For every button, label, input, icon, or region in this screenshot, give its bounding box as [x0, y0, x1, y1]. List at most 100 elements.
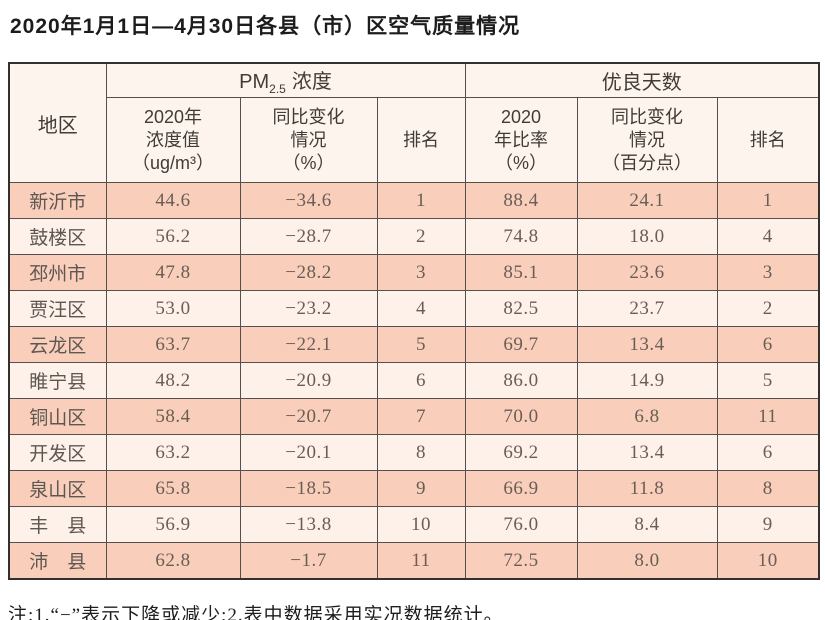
pm-value-cell: 62.8	[105, 542, 241, 580]
region-cell: 开发区	[8, 434, 107, 471]
pm25-label-subscript: 2.5	[269, 82, 286, 96]
pm-change-cell: −20.7	[239, 398, 378, 435]
good-rate-cell: 74.8	[464, 218, 578, 255]
good-rate-cell: 86.0	[464, 362, 578, 399]
table-row: 鼓楼区 56.2 −28.7 2 74.8 18.0 4	[8, 218, 820, 255]
pm-change-cell: −1.7	[239, 542, 378, 580]
pm-change-cell: −20.1	[239, 434, 378, 471]
good-rank-cell: 2	[716, 290, 820, 327]
column-header-pm-value: 2020年 浓度值 （ug/m³）	[105, 97, 241, 183]
good-rank-cell: 4	[716, 218, 820, 255]
header-line: 年比率	[494, 129, 549, 150]
header-line: 排名	[403, 129, 440, 150]
pm-rank-cell: 5	[376, 326, 466, 363]
good-rank-cell: 3	[716, 254, 820, 291]
good-rate-cell: 69.7	[464, 326, 578, 363]
good-rate-cell: 76.0	[464, 506, 578, 543]
pm-value-cell: 44.6	[105, 182, 241, 219]
page-title: 2020年1月1日—4月30日各县（市）区空气质量情况	[10, 15, 521, 38]
pm-value-cell: 63.2	[105, 434, 241, 471]
good-rank-cell: 10	[716, 542, 820, 580]
region-cell: 贾汪区	[8, 290, 107, 327]
region-cell: 睢宁县	[8, 362, 107, 399]
table-row: 开发区 63.2 −20.1 8 69.2 13.4 6	[8, 434, 820, 471]
good-rate-cell: 69.2	[464, 434, 578, 471]
good-rank-cell: 1	[716, 182, 820, 219]
good-rate-cell: 66.9	[464, 470, 578, 507]
column-group-good-days: 优良天数	[464, 62, 820, 98]
pm-change-cell: −28.2	[239, 254, 378, 291]
pm-value-cell: 47.8	[105, 254, 241, 291]
header-line: 浓度值	[146, 129, 200, 150]
good-rank-cell: 11	[716, 398, 820, 435]
pm-value-cell: 58.4	[105, 398, 241, 435]
pm-rank-cell: 8	[376, 434, 466, 471]
pm-rank-cell: 9	[376, 470, 466, 507]
pm-rank-cell: 2	[376, 218, 466, 255]
good-change-cell: 24.1	[576, 182, 718, 219]
header-line: 情况	[629, 129, 666, 150]
pm-change-cell: −18.5	[239, 470, 378, 507]
region-cell: 丰 县	[8, 506, 107, 543]
header-line: （ug/m³）	[131, 152, 214, 173]
pm-rank-cell: 7	[376, 398, 466, 435]
table-row: 云龙区 63.7 −22.1 5 69.7 13.4 6	[8, 326, 820, 363]
pm-change-cell: −20.9	[239, 362, 378, 399]
column-header-good-rate: 2020 年比率 （%）	[464, 97, 578, 183]
region-cell: 鼓楼区	[8, 218, 107, 255]
column-header-pm-rank: 排名	[376, 97, 466, 183]
header-line: （百分点）	[602, 152, 693, 173]
header-line: （%）	[282, 152, 335, 173]
column-header-good-change: 同比变化 情况 （百分点）	[576, 97, 718, 183]
column-group-pm25: PM2.5 浓度	[105, 62, 466, 98]
region-cell: 邳州市	[8, 254, 107, 291]
good-change-cell: 6.8	[576, 398, 718, 435]
region-cell: 铜山区	[8, 398, 107, 435]
good-rate-cell: 82.5	[464, 290, 578, 327]
pm-rank-cell: 3	[376, 254, 466, 291]
pm25-label-suffix: 浓度	[291, 71, 332, 93]
good-rank-cell: 9	[716, 506, 820, 543]
good-rank-cell: 6	[716, 326, 820, 363]
column-header-good-rank: 排名	[716, 97, 820, 183]
header-line: 同比变化	[272, 106, 345, 127]
good-change-cell: 14.9	[576, 362, 718, 399]
header-line: 排名	[749, 129, 786, 150]
pm-change-cell: −22.1	[239, 326, 378, 363]
good-change-cell: 23.6	[576, 254, 718, 291]
table-row: 铜山区 58.4 −20.7 7 70.0 6.8 11	[8, 398, 820, 435]
pm-rank-cell: 1	[376, 182, 466, 219]
good-change-cell: 8.4	[576, 506, 718, 543]
region-cell: 泉山区	[8, 470, 107, 507]
table-row: 丰 县 56.9 −13.8 10 76.0 8.4 9	[8, 506, 820, 543]
pm-value-cell: 65.8	[105, 470, 241, 507]
pm-rank-cell: 10	[376, 506, 466, 543]
region-cell: 沛 县	[8, 542, 107, 580]
region-cell: 云龙区	[8, 326, 107, 363]
header-line: 同比变化	[611, 106, 684, 127]
pm25-label-prefix: PM	[239, 71, 270, 93]
table-row: 睢宁县 48.2 −20.9 6 86.0 14.9 5	[8, 362, 820, 399]
pm-rank-cell: 11	[376, 542, 466, 580]
pm-rank-cell: 4	[376, 290, 466, 327]
pm-change-cell: −23.2	[239, 290, 378, 327]
header-line: 情况	[290, 129, 327, 150]
footnote: 注:1.“−”表示下降或减少;2.表中数据采用实况数据统计。	[8, 605, 504, 620]
table-row: 泉山区 65.8 −18.5 9 66.9 11.8 8	[8, 470, 820, 507]
good-change-cell: 8.0	[576, 542, 718, 580]
table-row: 邳州市 47.8 −28.2 3 85.1 23.6 3	[8, 254, 820, 291]
column-header-pm-change: 同比变化 情况 （%）	[239, 97, 378, 183]
good-rate-cell: 70.0	[464, 398, 578, 435]
pm-rank-cell: 6	[376, 362, 466, 399]
column-header-region: 地区	[8, 62, 107, 183]
header-line: 2020	[501, 106, 542, 127]
pm-change-cell: −13.8	[239, 506, 378, 543]
good-rank-cell: 8	[716, 470, 820, 507]
table-row: 沛 县 62.8 −1.7 11 72.5 8.0 10	[8, 542, 820, 580]
pm-value-cell: 56.2	[105, 218, 241, 255]
pm-value-cell: 56.9	[105, 506, 241, 543]
pm-change-cell: −34.6	[239, 182, 378, 219]
air-quality-table: 地区 PM2.5 浓度 优良天数 2020年 浓度值 （ug/m³） 同比变化 情…	[8, 62, 821, 580]
good-change-cell: 18.0	[576, 218, 718, 255]
